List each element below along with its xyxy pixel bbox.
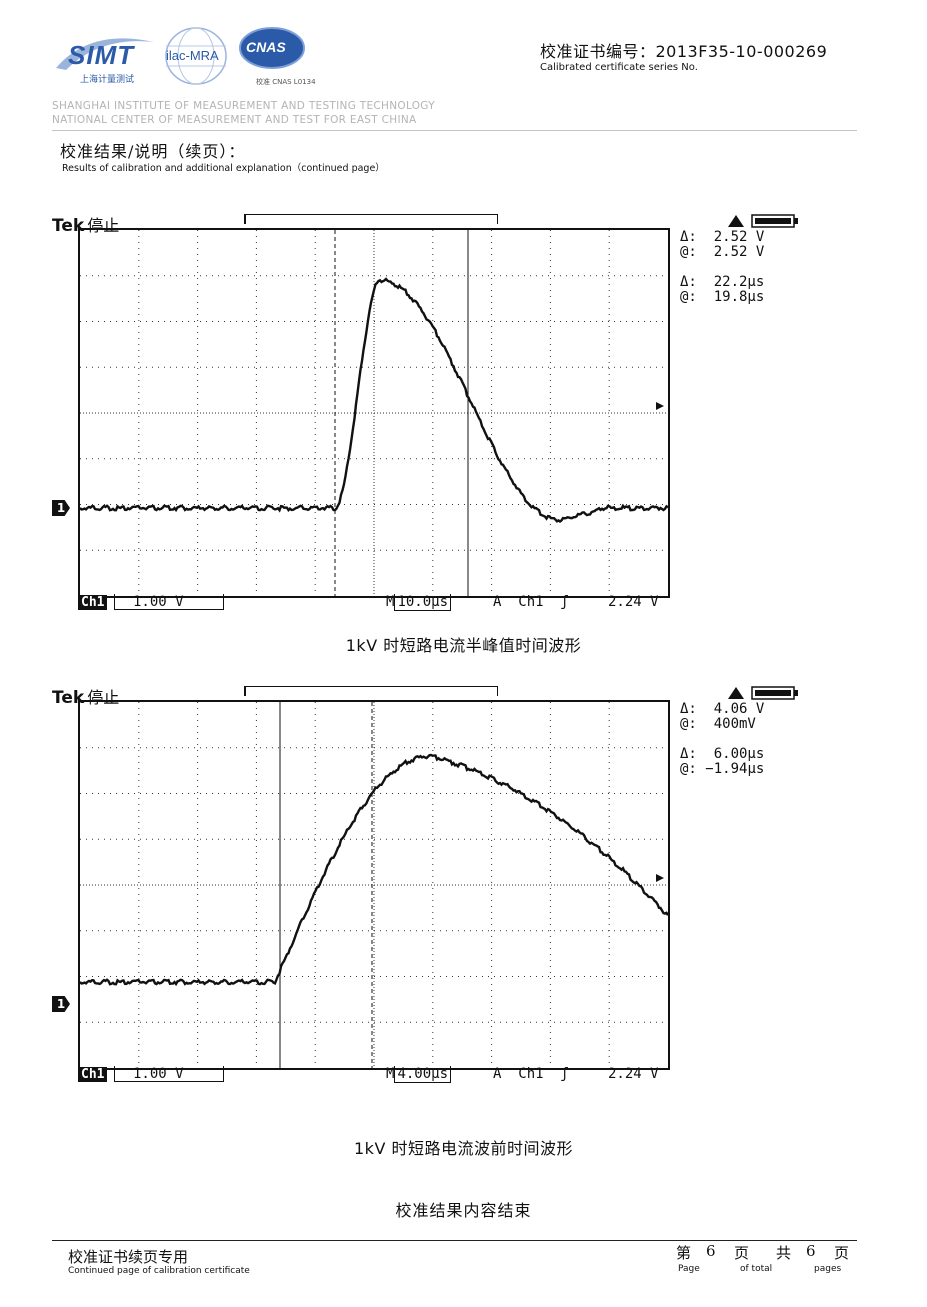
timebase-prefix: M: [386, 594, 395, 610]
cnas-badge-icon: [239, 27, 305, 69]
oscilloscope-screen-1: Tek 停止 1 Δ: 2.52 V @: 2.52 V Δ: 22.2µs @:…: [48, 208, 808, 611]
av-label: @:: [680, 716, 697, 732]
page-label-prefix: 第: [676, 1244, 692, 1262]
cnas-logo: CNAS 校准 CNAS L0134: [238, 26, 316, 90]
page-number: 6: [706, 1242, 716, 1260]
trigger-position-bar: [244, 214, 498, 229]
trigger-info: A Ch1 ʃ: [493, 1066, 569, 1082]
dt-value: 22.2µs: [713, 274, 765, 290]
channel-1-marker: 1: [52, 500, 70, 516]
at-label: @:: [680, 761, 697, 777]
cnas-label: 校准 CNAS L0134: [256, 78, 316, 86]
at-label: @:: [680, 289, 697, 305]
channel-1-marker: 1: [52, 996, 70, 1012]
page-label-mid: 页: [734, 1244, 750, 1262]
institute-name-line1: SHANGHAI INSTITUTE OF MEASUREMENT AND TE…: [52, 100, 435, 112]
dt-value: 6.00µs: [713, 746, 765, 762]
scope-state: 停止: [87, 216, 120, 235]
timebase-prefix: M: [386, 1066, 395, 1082]
ilac-mra-logo: ilac-MRA: [162, 26, 232, 86]
results-end-note: 校准结果内容结束: [395, 1201, 532, 1220]
simt-wordmark: SIMT: [68, 40, 135, 70]
ilac-globe-icon: [165, 27, 227, 85]
scope-state: 停止: [87, 688, 120, 707]
dv-value: 2.52 V: [713, 229, 765, 245]
av-label: @:: [680, 244, 697, 260]
trigger-level: 2.24 V: [608, 594, 659, 610]
trigger-position-bar: [244, 686, 498, 701]
battery-icon: [728, 214, 798, 228]
dt-label: Δ:: [680, 746, 697, 762]
page-en: Page: [678, 1264, 700, 1274]
pages-en: pages: [814, 1264, 842, 1274]
cursor-readout: Δ: 2.52 V @: 2.52 V Δ: 22.2µs @: 19.8µs: [680, 230, 764, 305]
cnas-text: CNAS: [246, 39, 286, 55]
channel-badge: Ch1: [78, 1067, 108, 1082]
total-suffix: 页: [834, 1244, 850, 1262]
av-value: 400mV: [713, 716, 756, 732]
waveform-trace: [79, 277, 669, 523]
simt-logo: SIMT 上海计量测试: [50, 28, 160, 85]
scope-status-bar: Ch1 1.00 V M 4.00µs A Ch1 ʃ 2.24 V: [78, 1066, 678, 1084]
simt-swoosh-icon: [56, 38, 154, 70]
scope-brand: Tek 停止: [52, 212, 119, 236]
header-divider: [52, 130, 857, 131]
timebase: M 10.0µs: [386, 594, 452, 611]
waveform-plot: [79, 230, 669, 596]
dv-value: 4.06 V: [713, 701, 765, 717]
certificate-number-en: Calibrated certificate series No.: [540, 62, 698, 73]
institute-name-line2: NATIONAL CENTER OF MEASUREMENT AND TEST …: [52, 114, 417, 126]
ilac-mra-text: ilac-MRA: [166, 48, 219, 63]
scope-brand-text: Tek: [52, 688, 85, 708]
footer-title: 校准证书续页专用: [68, 1248, 189, 1266]
timebase: M 4.00µs: [386, 1066, 452, 1083]
trigger-level-arrow: [656, 402, 664, 410]
at-value: 19.8µs: [713, 289, 765, 305]
trigger-level-arrow: [656, 874, 664, 882]
waveform-plot: [79, 702, 670, 1068]
waveform-caption-1: 1kV 时短路电流半峰值时间波形: [345, 636, 582, 655]
simt-subtitle: 上海计量测试: [80, 75, 135, 85]
scope-brand: Tek 停止: [52, 684, 119, 708]
scope-brand-text: Tek: [52, 216, 85, 236]
waveform-trace: [79, 753, 670, 987]
dt-label: Δ:: [680, 274, 697, 290]
channel-badge: Ch1: [78, 595, 108, 610]
cursor-readout: Δ: 4.06 V @: 400mV Δ: 6.00µs @: −1.94µs: [680, 702, 764, 777]
footer-title-en: Continued page of calibration certificat…: [68, 1266, 250, 1276]
at-value: −1.94µs: [705, 761, 765, 777]
trigger-info: A Ch1 ʃ: [493, 594, 569, 610]
av-value: 2.52 V: [713, 244, 765, 260]
total-prefix: 共: [776, 1244, 792, 1262]
scope-status-bar: Ch1 1.00 V M 10.0µs A Ch1 ʃ 2.24 V: [78, 594, 678, 612]
section-title-en: Results of calibration and additional ex…: [62, 163, 385, 174]
dv-label: Δ:: [680, 229, 697, 245]
footer-divider: [52, 1240, 857, 1241]
timebase-value: 10.0µs: [394, 594, 452, 611]
volts-per-div: 1.00 V: [114, 594, 224, 610]
volts-per-div: 1.00 V: [114, 1066, 224, 1082]
of-total-en: of total: [740, 1264, 773, 1274]
certificate-number: 校准证书编号：2013F35-10-000269: [540, 42, 828, 61]
oscilloscope-screen-2: Tek 停止 1 Δ: 4.06 V @: 400mV Δ: 6.00µs @: …: [48, 680, 808, 1083]
section-title: 校准结果/说明（续页）：: [60, 142, 246, 161]
timebase-value: 4.00µs: [394, 1066, 452, 1083]
dv-label: Δ:: [680, 701, 697, 717]
waveform-caption-2: 1kV 时短路电流波前时间波形: [354, 1139, 573, 1158]
total-pages: 6: [806, 1242, 816, 1260]
trigger-level: 2.24 V: [608, 1066, 659, 1082]
battery-icon: [728, 686, 798, 700]
scope-graticule: [78, 700, 670, 1070]
scope-graticule: [78, 228, 670, 598]
